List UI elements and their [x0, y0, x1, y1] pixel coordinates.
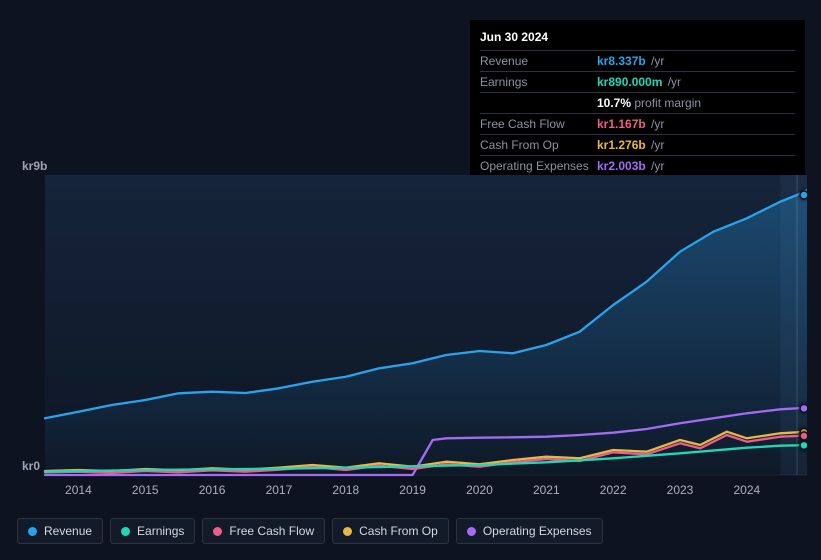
- tooltip-value: kr8.337b /yr: [597, 54, 795, 68]
- legend-label: Operating Expenses: [483, 524, 592, 538]
- legend-item-cash-from-op[interactable]: Cash From Op: [332, 518, 449, 544]
- legend-label: Earnings: [137, 524, 184, 538]
- tooltip-row: Cash From Opkr1.276b /yr: [480, 135, 795, 156]
- tooltip-label: [480, 96, 597, 110]
- x-tick-label: 2017: [266, 483, 293, 497]
- x-tick-label: 2022: [600, 483, 627, 497]
- tooltip-date: Jun 30 2024: [480, 26, 795, 51]
- tooltip-row: 10.7% profit margin: [480, 93, 795, 114]
- legend-item-free-cash-flow[interactable]: Free Cash Flow: [202, 518, 325, 544]
- legend-swatch: [28, 527, 37, 536]
- chart-svg: [17, 155, 807, 480]
- x-tick-label: 2014: [65, 483, 92, 497]
- x-axis-labels: 2014 2015 2016 2017 2018 2019 2020 2021 2022 2023…: [17, 483, 807, 497]
- tooltip-label: Earnings: [480, 75, 597, 89]
- x-tick-label: 2018: [332, 483, 359, 497]
- tooltip-row: Free Cash Flowkr1.167b /yr: [480, 114, 795, 135]
- dashboard-container: Jun 30 2024 Revenuekr8.337b /yrEarningsk…: [0, 0, 821, 560]
- x-tick-label: 2024: [733, 483, 760, 497]
- tooltip-row: Revenuekr8.337b /yr: [480, 51, 795, 72]
- legend: Revenue Earnings Free Cash Flow Cash From O…: [17, 518, 603, 544]
- tooltip-label: Revenue: [480, 54, 597, 68]
- legend-item-revenue[interactable]: Revenue: [17, 518, 103, 544]
- tooltip-value: kr890.000m /yr: [597, 75, 795, 89]
- x-tick-label: 2020: [466, 483, 493, 497]
- legend-label: Free Cash Flow: [229, 524, 314, 538]
- legend-swatch: [121, 527, 130, 536]
- tooltip-label: Cash From Op: [480, 138, 597, 152]
- tooltip-value: kr1.167b /yr: [597, 117, 795, 131]
- x-tick-label: 2019: [399, 483, 426, 497]
- legend-swatch: [213, 527, 222, 536]
- legend-label: Revenue: [44, 524, 92, 538]
- legend-item-operating-expenses[interactable]: Operating Expenses: [456, 518, 603, 544]
- tooltip-row: Earningskr890.000m /yr: [480, 72, 795, 93]
- x-tick-label: 2016: [199, 483, 226, 497]
- x-tick-label: 2015: [132, 483, 159, 497]
- legend-label: Cash From Op: [359, 524, 438, 538]
- legend-swatch: [467, 527, 476, 536]
- x-tick-label: 2023: [667, 483, 694, 497]
- legend-item-earnings[interactable]: Earnings: [110, 518, 195, 544]
- legend-swatch: [343, 527, 352, 536]
- tooltip-label: Free Cash Flow: [480, 117, 597, 131]
- revenue-chart[interactable]: [17, 155, 807, 480]
- x-tick-label: 2021: [533, 483, 560, 497]
- tooltip-value: kr1.276b /yr: [597, 138, 795, 152]
- tooltip-value: 10.7% profit margin: [597, 96, 795, 110]
